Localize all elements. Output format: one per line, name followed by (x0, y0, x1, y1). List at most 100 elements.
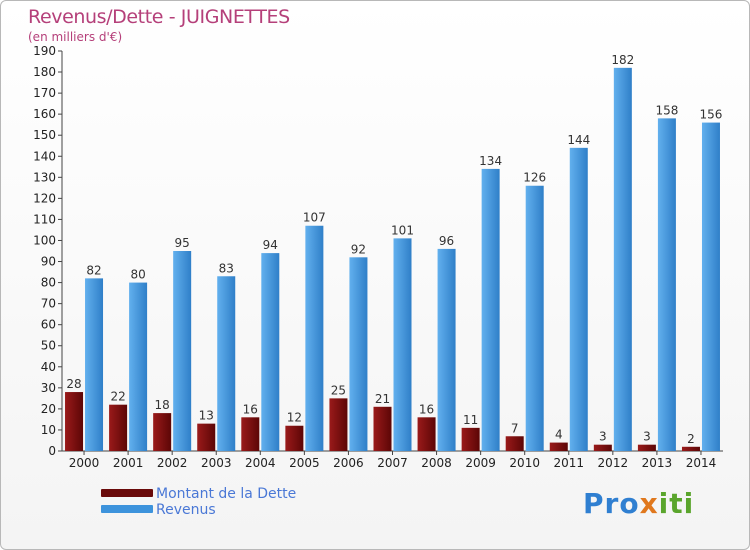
y-tick-label: 120 (33, 191, 56, 205)
bar-revenus-2000 (85, 278, 104, 451)
y-tick-label: 160 (33, 107, 56, 121)
label-revenus-2006: 92 (351, 242, 366, 256)
bar-dette-2013 (637, 444, 656, 451)
bar-dette-2012 (593, 444, 612, 451)
bar-revenus-2013 (657, 118, 676, 452)
x-tick-label: 2004 (245, 456, 276, 470)
x-tick-label: 2014 (686, 456, 717, 470)
bar-dette-2003 (197, 423, 216, 451)
value-labels: 28 82 22 80 18 95 13 83 16 94 12 107 25 92 21 101 16 96 11… (66, 53, 722, 446)
legend-label-revenus: Revenus (156, 502, 216, 518)
bar-revenus-2002 (173, 251, 192, 451)
label-dette-2013: 3 (643, 430, 651, 444)
bar-dette-2005 (285, 425, 304, 451)
y-tick-label: 150 (33, 128, 56, 142)
bar-revenus-2014 (701, 122, 720, 451)
y-tick-label: 100 (33, 233, 56, 247)
label-dette-2012: 3 (599, 430, 607, 444)
y-tick-label: 70 (41, 297, 56, 311)
label-dette-2005: 12 (287, 411, 302, 425)
label-dette-2000: 28 (66, 377, 81, 391)
proxiti-logo: Proxiti (583, 487, 694, 520)
y-tick-label: 60 (41, 318, 56, 332)
y-tick-label: 170 (33, 86, 56, 100)
logo-part-2: x (639, 487, 659, 520)
bar-revenus-2001 (129, 282, 148, 451)
y-tick-label: 190 (33, 44, 56, 58)
label-revenus-2005: 107 (303, 211, 326, 225)
bar-revenus-2008 (437, 248, 456, 451)
logo-part-1: Pro (583, 487, 640, 520)
x-tick-label: 2011 (553, 456, 584, 470)
label-dette-2001: 22 (110, 390, 125, 404)
label-revenus-2012: 182 (611, 53, 634, 67)
chart-title: Revenus/Dette - JUIGNETTES (28, 6, 290, 28)
logo-part-3: iti (658, 487, 695, 520)
label-revenus-2001: 80 (130, 268, 145, 282)
label-revenus-2009: 134 (479, 154, 502, 168)
label-revenus-2000: 82 (86, 263, 101, 277)
bar-revenus-2005 (305, 225, 324, 451)
y-tick-label: 30 (41, 381, 56, 395)
label-dette-2011: 4 (555, 428, 563, 442)
legend-swatch-revenus (101, 505, 153, 513)
label-dette-2007: 21 (375, 392, 390, 406)
bar-dette-2000 (65, 392, 84, 451)
bar-dette-2002 (153, 413, 172, 451)
label-revenus-2003: 83 (219, 261, 234, 275)
bar-dette-2001 (109, 404, 128, 451)
label-revenus-2011: 144 (567, 133, 590, 147)
y-tick-label: 20 (41, 402, 56, 416)
y-tick-label: 180 (33, 65, 56, 79)
bar-dette-2009 (461, 427, 480, 451)
y-tick-label: 50 (41, 339, 56, 353)
bar-revenus-2007 (393, 238, 412, 451)
label-revenus-2007: 101 (391, 223, 414, 237)
axes: 0 10 20 30 40 50 60 70 80 90 100 110 120 130 140 150 160… (33, 44, 723, 470)
y-tick-label: 40 (41, 360, 56, 374)
x-tick-label: 2003 (201, 456, 232, 470)
y-tick-label: 90 (41, 255, 56, 269)
label-dette-2004: 16 (243, 402, 258, 416)
x-tick-label: 2002 (157, 456, 188, 470)
x-tick-label: 2006 (333, 456, 364, 470)
label-dette-2003: 13 (199, 409, 214, 423)
y-tick-label: 0 (48, 444, 56, 458)
x-tick-label: 2005 (289, 456, 320, 470)
x-tick-label: 2008 (421, 456, 452, 470)
label-dette-2006: 25 (331, 383, 346, 397)
bar-revenus-2010 (525, 185, 544, 451)
label-dette-2010: 7 (511, 421, 519, 435)
x-tick-label: 2007 (377, 456, 408, 470)
x-tick-label: 2012 (598, 456, 629, 470)
x-tick-label: 2013 (642, 456, 673, 470)
y-tick-label: 140 (33, 149, 56, 163)
chart-subtitle: (en milliers d'€) (28, 30, 123, 44)
bars (65, 67, 720, 452)
label-revenus-2010: 126 (523, 171, 546, 185)
label-dette-2009: 11 (463, 413, 478, 427)
label-dette-2002: 18 (155, 398, 170, 412)
legend-swatch-dette (101, 489, 153, 497)
bar-revenus-2012 (613, 67, 632, 451)
y-tick-label: 130 (33, 170, 56, 184)
bar-dette-2014 (681, 446, 700, 451)
label-revenus-2008: 96 (439, 234, 454, 248)
y-tick-label: 80 (41, 276, 56, 290)
x-tick-label: 2000 (69, 456, 100, 470)
bar-dette-2011 (549, 442, 568, 451)
y-tick-label: 10 (41, 423, 56, 437)
bar-revenus-2003 (217, 276, 236, 451)
label-revenus-2004: 94 (263, 238, 278, 252)
bar-revenus-2006 (349, 257, 368, 451)
bar-dette-2007 (373, 406, 392, 451)
x-tick-label: 2001 (113, 456, 144, 470)
label-dette-2008: 16 (419, 402, 434, 416)
x-tick-label: 2009 (465, 456, 496, 470)
y-tick-label: 110 (33, 212, 56, 226)
x-tick-label: 2010 (509, 456, 540, 470)
label-revenus-2014: 156 (700, 108, 723, 122)
label-revenus-2002: 95 (175, 236, 190, 250)
